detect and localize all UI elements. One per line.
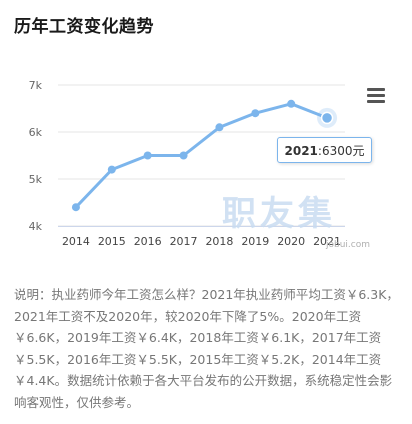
data-point[interactable]	[320, 111, 334, 125]
series-points	[71, 99, 338, 212]
salary-line-chart: 4k 5k 6k 7k 2014 2015 2016 2017 2018 2019 2020 202…	[29, 79, 345, 248]
description-text: 说明：执业药师今年工资怎么样？2021年执业药师平均工资￥6.3K，2021年工…	[14, 287, 399, 410]
data-point[interactable]	[251, 109, 260, 118]
data-point[interactable]	[215, 123, 224, 132]
tooltip-value: 6300元	[321, 144, 365, 158]
page-title: 历年工资变化趋势	[14, 17, 154, 37]
y-axis-labels: 4k 5k 6k 7k	[29, 79, 43, 233]
data-point[interactable]	[143, 151, 152, 160]
tooltip-label: 2021	[284, 144, 318, 158]
hamburger-menu-icon[interactable]	[367, 88, 385, 104]
watermark-logo: 职友集	[222, 194, 336, 234]
grid-lines	[58, 84, 345, 227]
x-tick-label: 2019	[241, 235, 269, 248]
x-tick-label: 2016	[134, 235, 162, 248]
data-point[interactable]	[287, 99, 296, 108]
y-tick-label: 6k	[29, 126, 43, 139]
y-tick-label: 5k	[29, 173, 43, 186]
data-point[interactable]	[179, 151, 188, 160]
data-tooltip: 2021:6300元	[277, 137, 372, 163]
x-tick-label: 2014	[62, 235, 90, 248]
y-tick-label: 4k	[29, 220, 43, 233]
x-axis-labels: 2014 2015 2016 2017 2018 2019 2020 2021	[62, 235, 341, 248]
watermark-url: jobui.com	[326, 240, 371, 250]
x-tick-label: 2017	[170, 235, 198, 248]
x-tick-label: 2020	[277, 235, 305, 248]
y-tick-label: 7k	[29, 79, 43, 92]
data-point[interactable]	[107, 165, 116, 174]
x-tick-label: 2015	[98, 235, 126, 248]
x-tick-label: 2021	[313, 235, 341, 248]
data-point[interactable]	[71, 203, 80, 212]
series-line	[74, 102, 328, 209]
x-tick-label: 2018	[205, 235, 233, 248]
